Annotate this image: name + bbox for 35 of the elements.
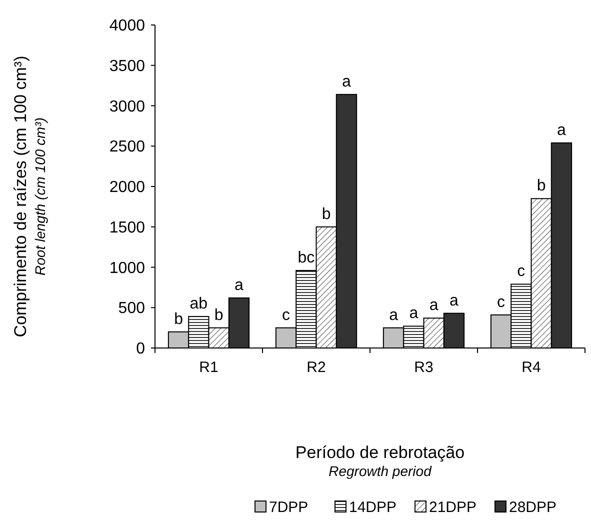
legend-label: 28DPP bbox=[509, 499, 557, 516]
y-tick-label: 3000 bbox=[109, 98, 146, 116]
y-tick-label: 2000 bbox=[109, 179, 146, 196]
data-label: a bbox=[450, 292, 459, 310]
x-axis-title: Período de rebrotação Regrowth period bbox=[295, 443, 465, 479]
data-label: a bbox=[234, 276, 244, 294]
y-tick-label: 4000 bbox=[109, 18, 146, 35]
data-label: c bbox=[517, 263, 526, 280]
x-tick-label: R3 bbox=[414, 359, 434, 376]
y-axis-title: Comprimento de raízes (cm 100 cm³) Root length (cm 100 cm³) bbox=[11, 56, 48, 338]
data-label: b bbox=[322, 206, 331, 223]
data-label: b bbox=[536, 178, 546, 195]
data-label: c bbox=[497, 294, 506, 311]
data-label: a bbox=[342, 73, 352, 90]
data-label: c bbox=[282, 306, 290, 324]
x-tick-label: R2 bbox=[306, 359, 326, 376]
x-tick-label: R1 bbox=[199, 359, 218, 376]
data-label: a bbox=[557, 122, 566, 139]
data-label: a bbox=[389, 306, 398, 324]
legend-label: 7DPP bbox=[269, 499, 308, 516]
legend-label: 21DPP bbox=[429, 499, 477, 516]
y-tick-label: 500 bbox=[118, 300, 146, 318]
y-tick-label: 0 bbox=[136, 340, 146, 358]
y-tick-label: 2500 bbox=[109, 138, 146, 156]
y-tick-label: 1000 bbox=[109, 260, 146, 277]
data-label: ab bbox=[190, 296, 208, 313]
data-label: a bbox=[409, 305, 418, 322]
data-label: b bbox=[174, 310, 184, 328]
y-tick-label: 1500 bbox=[109, 219, 146, 236]
y-tick-label: 3500 bbox=[109, 58, 146, 75]
legend-label: 14DPP bbox=[349, 499, 397, 516]
data-label: bc bbox=[298, 249, 315, 266]
x-tick-label: R4 bbox=[522, 359, 541, 376]
data-label: a bbox=[429, 297, 438, 314]
data-label: b bbox=[214, 306, 224, 324]
